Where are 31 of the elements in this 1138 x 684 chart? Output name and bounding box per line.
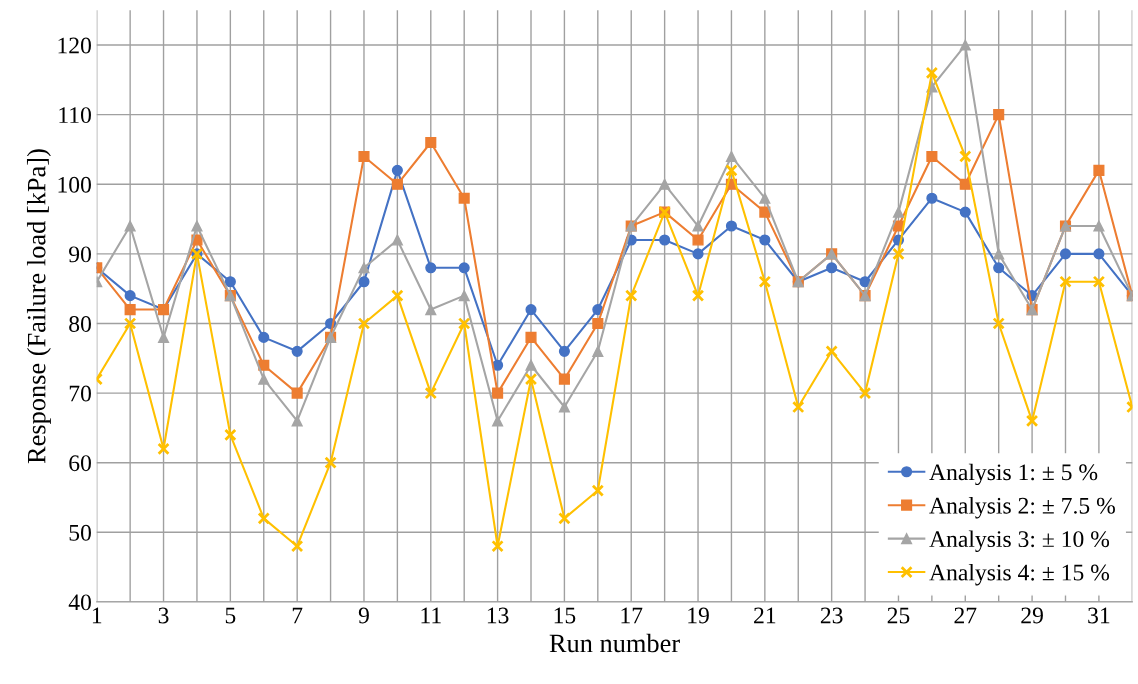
y-tick-label: 60 <box>69 455 91 472</box>
x-tick-label: 31 <box>1088 607 1110 624</box>
x-tick-label: 9 <box>358 607 369 624</box>
x-tick-label: 21 <box>754 607 776 624</box>
x-axis-title: Run number <box>549 633 680 653</box>
x-tick-label: 11 <box>421 607 441 624</box>
legend-label: Analysis 4: ± 15 % <box>929 563 1110 586</box>
x-tick-label: 5 <box>225 607 236 624</box>
y-axis-title: Response (Failure load [kPa]) <box>26 149 51 464</box>
legend-label: Analysis 1: ± 5 % <box>929 463 1098 486</box>
x-tick-label: 7 <box>292 607 303 624</box>
x-tick-label: 25 <box>887 607 910 624</box>
x-tick-label: 15 <box>554 607 576 624</box>
x-tick-label: 29 <box>1021 607 1043 624</box>
x-tick-label: 3 <box>158 607 169 624</box>
x-tick-label: 1 <box>92 607 102 624</box>
legend-label: Analysis 2: ± 7.5 % <box>929 497 1115 519</box>
x-tick-label: 23 <box>820 607 843 624</box>
y-tick-label: 40 <box>68 594 91 611</box>
y-tick-label: 80 <box>69 315 91 332</box>
y-tick-label: 110 <box>59 107 91 124</box>
x-tick-label: 13 <box>487 607 509 624</box>
y-tick-label: 100 <box>58 176 91 193</box>
y-tick-label: 90 <box>69 246 91 263</box>
x-tick-label: 17 <box>621 607 643 624</box>
y-tick-label: 120 <box>58 37 91 54</box>
y-tick-label: 70 <box>69 385 91 402</box>
legend-label: Analysis 3: ± 10 % <box>929 530 1110 552</box>
x-tick-label: 27 <box>954 607 977 624</box>
x-tick-label: 19 <box>688 607 709 624</box>
y-tick-label: 50 <box>69 524 91 541</box>
